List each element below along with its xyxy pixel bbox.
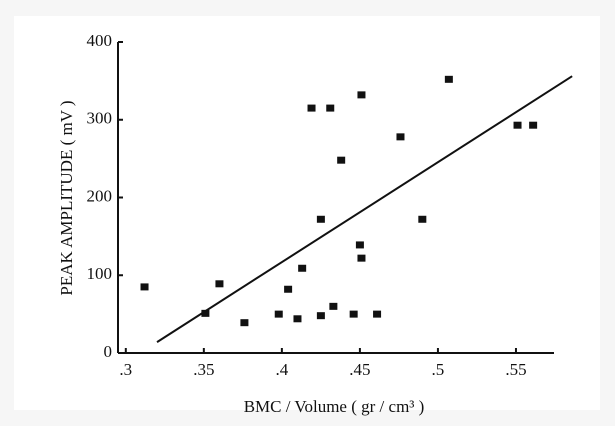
y-tick-label: 200 bbox=[87, 186, 113, 205]
x-tick-label: .3 bbox=[119, 360, 132, 379]
point bbox=[513, 121, 522, 129]
point bbox=[316, 215, 325, 223]
point bbox=[337, 156, 346, 164]
point bbox=[357, 254, 366, 262]
x-tick-label: .55 bbox=[505, 360, 526, 379]
paper bbox=[14, 16, 600, 410]
point bbox=[215, 280, 224, 288]
point bbox=[326, 104, 335, 112]
point bbox=[298, 264, 307, 272]
point bbox=[284, 285, 293, 293]
point bbox=[373, 310, 382, 318]
y-tick-label: 300 bbox=[87, 109, 113, 128]
x-tick-label: .5 bbox=[432, 360, 445, 379]
point bbox=[316, 312, 325, 320]
point bbox=[418, 215, 427, 223]
point bbox=[529, 121, 538, 129]
y-tick-label: 0 bbox=[104, 342, 113, 361]
point bbox=[140, 283, 149, 291]
point bbox=[349, 310, 358, 318]
x-tick-label: .45 bbox=[349, 360, 370, 379]
y-tick-label: 400 bbox=[87, 31, 113, 50]
point bbox=[201, 309, 210, 317]
point bbox=[355, 241, 364, 249]
point bbox=[240, 319, 249, 327]
point bbox=[329, 302, 338, 310]
x-tick-label: .4 bbox=[275, 360, 288, 379]
x-tick-label: .35 bbox=[193, 360, 214, 379]
y-axis-label: PEAK AMPLITUDE ( mV ) bbox=[57, 100, 76, 295]
point bbox=[307, 104, 316, 112]
y-tick-label: 100 bbox=[87, 264, 113, 283]
trend-line bbox=[156, 75, 573, 343]
point bbox=[274, 310, 283, 318]
point bbox=[293, 315, 302, 323]
x-axis-label: BMC / Volume ( gr / cm³ ) bbox=[244, 397, 425, 416]
point bbox=[357, 91, 366, 99]
point bbox=[396, 133, 405, 141]
point bbox=[444, 75, 453, 83]
